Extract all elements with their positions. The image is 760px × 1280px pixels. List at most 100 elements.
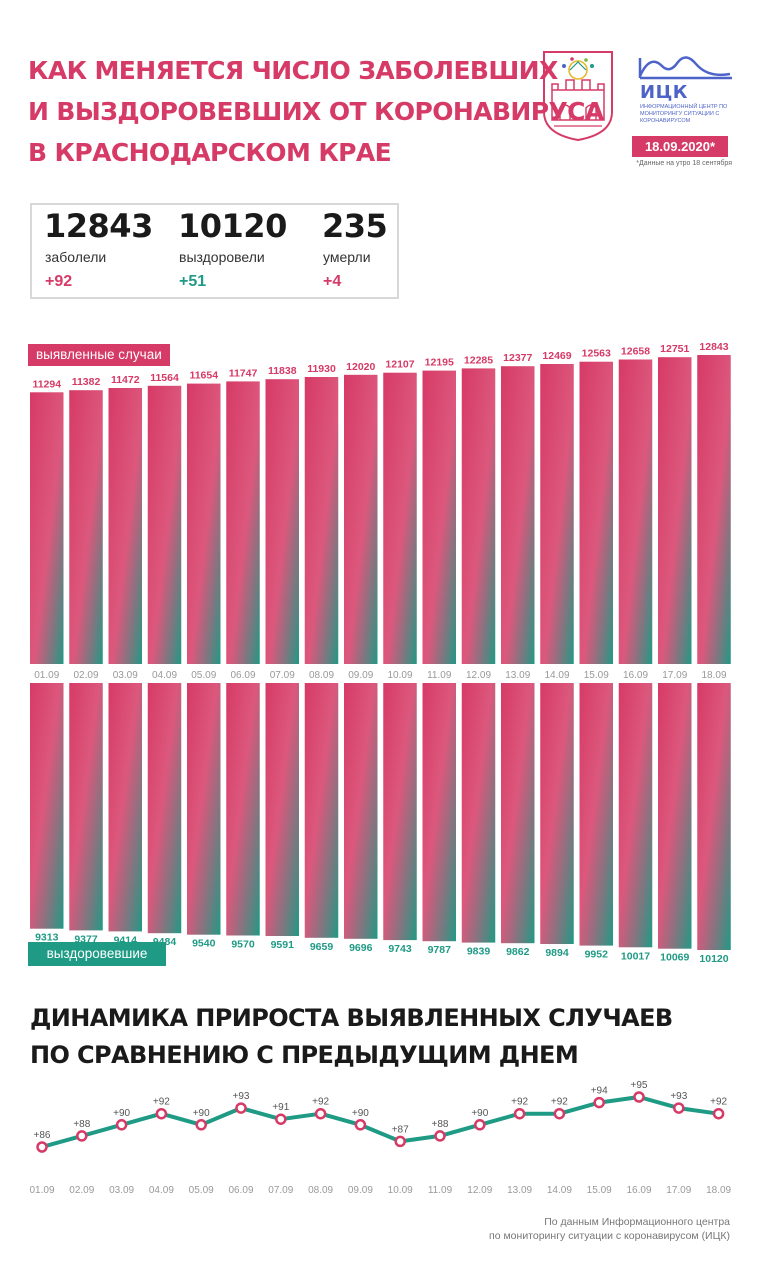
cases-value-label: 11472 bbox=[111, 374, 140, 386]
cases-bar bbox=[579, 361, 613, 664]
recovered-bar bbox=[187, 683, 221, 935]
recovered-bar bbox=[579, 683, 613, 946]
recovered-value-label: 9743 bbox=[388, 943, 412, 955]
dynamics-title: ДИНАМИКА ПРИРОСТА ВЫЯВЛЕННЫХ СЛУЧАЕВ ПО … bbox=[30, 1000, 673, 1074]
infected-delta: +92 bbox=[45, 273, 73, 290]
bar-category-label: 08.09 bbox=[309, 670, 334, 681]
cases-bar bbox=[344, 374, 378, 664]
cases-bar bbox=[422, 370, 456, 664]
logo-subtitle: Информационный центр по мониторингу ситу… bbox=[640, 104, 728, 124]
recovered-bar bbox=[304, 683, 339, 938]
line-category-label: 05.09 bbox=[189, 1185, 214, 1196]
cases-value-label: 11564 bbox=[150, 372, 179, 384]
cases-bar bbox=[108, 388, 142, 664]
growth-value-label: +92 bbox=[312, 1097, 329, 1108]
stats-panel: 12843 заболели +92 10120 выздоровели +51… bbox=[30, 203, 399, 299]
infected-label: заболели bbox=[45, 249, 107, 265]
recovered-bar bbox=[108, 683, 142, 932]
growth-point bbox=[593, 1096, 605, 1109]
growth-value-label: +87 bbox=[392, 1124, 409, 1135]
growth-point bbox=[633, 1091, 645, 1103]
growth-point bbox=[434, 1130, 446, 1142]
cases-bar bbox=[697, 355, 731, 664]
growth-value-label: +93 bbox=[233, 1091, 250, 1102]
recovered-series-label: выздоровевшие bbox=[28, 942, 166, 966]
cases-bar bbox=[69, 390, 103, 664]
cases-value-label: 11654 bbox=[189, 370, 218, 382]
recovered-value-label: 10017 bbox=[621, 950, 650, 962]
cases-bar bbox=[540, 364, 574, 664]
growth-line bbox=[41, 1095, 719, 1149]
growth-value-label: +91 bbox=[272, 1102, 289, 1113]
cases-value-label: 12843 bbox=[699, 341, 728, 353]
recovered-value-label: 9894 bbox=[545, 947, 569, 959]
growth-point bbox=[76, 1130, 88, 1142]
cases-value-label: 11382 bbox=[72, 376, 101, 388]
cases-value-label: 12107 bbox=[385, 359, 414, 371]
bar-category-label: 06.09 bbox=[230, 670, 255, 681]
cases-series-label: выявленные случаи bbox=[28, 344, 170, 366]
growth-value-label: +92 bbox=[710, 1097, 727, 1108]
line-category-label: 14.09 bbox=[547, 1185, 572, 1196]
growth-point bbox=[195, 1119, 207, 1131]
source-note: По данным Информационного центра по мони… bbox=[489, 1215, 730, 1243]
cases-value-label: 12020 bbox=[346, 361, 375, 373]
growth-point bbox=[474, 1119, 486, 1131]
line-category-label: 16.09 bbox=[626, 1185, 651, 1196]
cases-value-label: 12195 bbox=[425, 357, 454, 369]
bar-category-label: 09.09 bbox=[348, 670, 373, 681]
recovered-value-label: 10120 bbox=[699, 953, 728, 965]
logo-name: ИЦК bbox=[640, 82, 688, 103]
cases-value-label: 12563 bbox=[582, 348, 611, 360]
recovered-bar bbox=[540, 683, 574, 944]
growth-value-label: +93 bbox=[670, 1091, 687, 1102]
recovered-value: 10120 bbox=[178, 207, 287, 245]
growth-value-label: +86 bbox=[34, 1130, 51, 1141]
growth-value-label: +90 bbox=[471, 1108, 488, 1119]
recovered-value-label: 9540 bbox=[192, 938, 216, 950]
growth-value-label: +88 bbox=[73, 1119, 90, 1130]
recovered-value-label: 9659 bbox=[310, 941, 334, 953]
line-category-label: 17.09 bbox=[666, 1185, 691, 1196]
recovered-bar bbox=[226, 683, 260, 936]
growth-value-label: +88 bbox=[432, 1119, 449, 1130]
cases-value-label: 12377 bbox=[503, 352, 532, 364]
dynamics-title-line-1: ДИНАМИКА ПРИРОСТА ВЫЯВЛЕННЫХ СЛУЧАЕВ bbox=[30, 1004, 673, 1032]
cases-value-label: 12658 bbox=[621, 346, 650, 358]
recovered-bar bbox=[697, 683, 731, 950]
growth-point bbox=[275, 1113, 287, 1125]
bar-category-label: 16.09 bbox=[623, 670, 648, 681]
bar-category-label: 04.09 bbox=[152, 670, 177, 681]
bar-category-label: 03.09 bbox=[113, 670, 138, 681]
cases-bar bbox=[187, 383, 221, 664]
growth-value-label: +90 bbox=[113, 1108, 130, 1119]
recovered-value-label: 9952 bbox=[585, 949, 609, 961]
bar-category-label: 10.09 bbox=[387, 670, 412, 681]
line-category-label: 08.09 bbox=[308, 1185, 333, 1196]
source-line-1: По данным Информационного центра bbox=[544, 1216, 730, 1228]
bar-category-label: 18.09 bbox=[701, 670, 726, 681]
krasnodar-coat-of-arms-icon bbox=[543, 51, 613, 142]
cases-bar bbox=[618, 359, 653, 664]
recovered-bar bbox=[265, 683, 299, 936]
recovered-bar bbox=[69, 683, 103, 931]
bar-category-label: 17.09 bbox=[662, 670, 687, 681]
growth-value-label: +90 bbox=[352, 1108, 369, 1119]
growth-point bbox=[155, 1107, 168, 1120]
growth-value-label: +92 bbox=[511, 1097, 528, 1108]
growth-point bbox=[235, 1102, 247, 1114]
growth-point bbox=[394, 1135, 406, 1148]
recovered-value-label: 9862 bbox=[506, 946, 530, 958]
recovered-bar bbox=[147, 683, 182, 934]
cases-value-label: 11294 bbox=[32, 378, 61, 390]
cases-value-label: 12469 bbox=[542, 350, 571, 362]
line-category-label: 04.09 bbox=[149, 1185, 174, 1196]
bar-category-label: 05.09 bbox=[191, 670, 216, 681]
line-category-label: 13.09 bbox=[507, 1185, 532, 1196]
line-category-label: 01.09 bbox=[29, 1185, 54, 1196]
line-category-label: 11.09 bbox=[428, 1185, 453, 1196]
line-category-label: 06.09 bbox=[228, 1185, 253, 1196]
recovered-bar bbox=[658, 683, 692, 949]
recovered-bar bbox=[383, 683, 417, 941]
